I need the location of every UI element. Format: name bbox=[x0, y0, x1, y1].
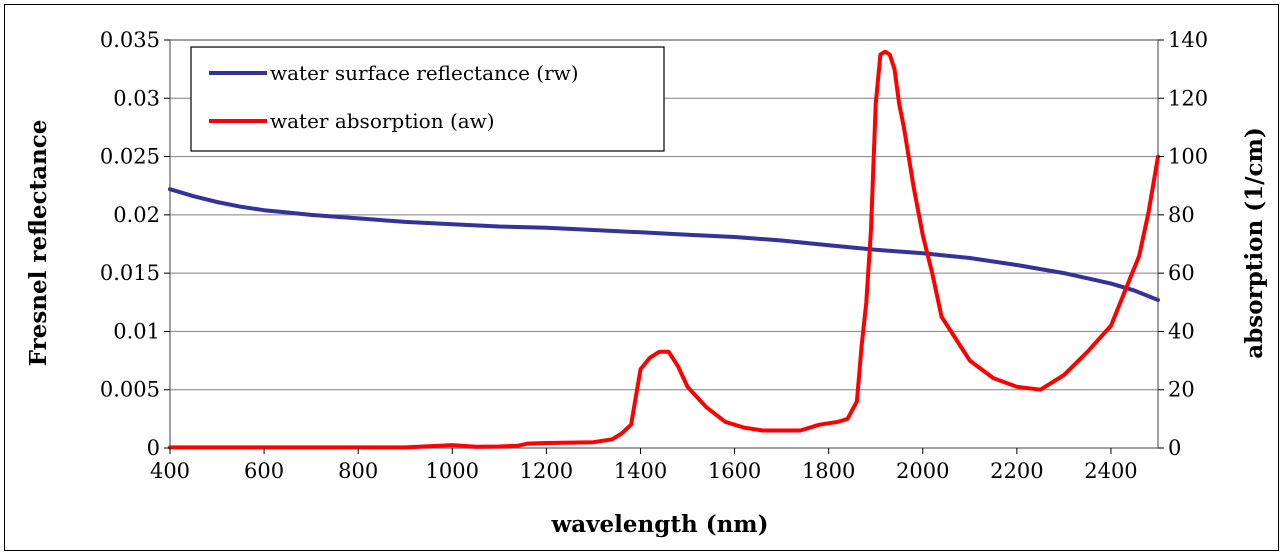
y-tick-label: 0.03 bbox=[113, 86, 160, 110]
y2-tick-label: 0 bbox=[1168, 436, 1181, 460]
y-tick-label: 0.01 bbox=[113, 319, 160, 343]
legend: water surface reflectance (rw) water abs… bbox=[190, 46, 665, 152]
legend-label-absorption: water absorption (aw) bbox=[270, 109, 495, 133]
series-line-reflectance bbox=[168, 187, 1160, 302]
x-tick-label: 1200 bbox=[520, 459, 573, 483]
x-tick-label: 2000 bbox=[896, 459, 949, 483]
y2-tick-label: 140 bbox=[1168, 28, 1208, 52]
x-tick-label: 600 bbox=[244, 459, 284, 483]
plot-area bbox=[169, 39, 1159, 449]
legend-box bbox=[190, 46, 665, 152]
x-tick-label: 1400 bbox=[614, 459, 667, 483]
y-tick-label: 0.005 bbox=[100, 378, 160, 402]
y2-tick-label: 80 bbox=[1168, 203, 1195, 227]
y-axis-title: Fresnel reflectance bbox=[25, 120, 52, 367]
y-tick-labels: 0 0.005 0.01 0.015 0.02 0.025 0.03 0.035 bbox=[100, 28, 160, 460]
x-tick-label: 2400 bbox=[1084, 459, 1137, 483]
y-tick-label: 0.025 bbox=[100, 145, 160, 169]
y2-tick-label: 100 bbox=[1168, 145, 1208, 169]
x-tick-label: 800 bbox=[338, 459, 378, 483]
x-tick-labels: 400 600 800 1000 1200 1400 1600 1800 2000 2200 240… bbox=[150, 459, 1138, 483]
x-tick-label: 400 bbox=[150, 459, 190, 483]
x-axis-title: wavelength (nm) bbox=[550, 511, 768, 538]
y2-tick-label: 120 bbox=[1168, 86, 1208, 110]
chart-frame bbox=[4, 4, 1279, 551]
x-tick-label: 1600 bbox=[708, 459, 761, 483]
y-tick-label: 0.015 bbox=[100, 261, 160, 285]
y2-tick-label: 60 bbox=[1168, 261, 1195, 285]
y-tick-label: 0.02 bbox=[113, 203, 160, 227]
x-tick-label: 2200 bbox=[990, 459, 1043, 483]
series-line-absorption bbox=[168, 49, 1160, 450]
x-tick-label: 1000 bbox=[426, 459, 479, 483]
y2-tick-label: 20 bbox=[1168, 378, 1195, 402]
legend-label-reflectance: water surface reflectance (rw) bbox=[270, 61, 579, 85]
series-layer bbox=[168, 49, 1160, 450]
y-tick-label: 0 bbox=[147, 436, 160, 460]
y-tick-label: 0.035 bbox=[100, 28, 160, 52]
axis-ticks bbox=[164, 39, 1164, 454]
x-tick-label: 1800 bbox=[802, 459, 855, 483]
y2-tick-labels: 0 20 40 60 80 100 120 140 bbox=[1168, 28, 1208, 460]
y2-tick-label: 40 bbox=[1168, 319, 1195, 343]
y2-axis-title: absorption (1/cm) bbox=[1241, 127, 1268, 358]
